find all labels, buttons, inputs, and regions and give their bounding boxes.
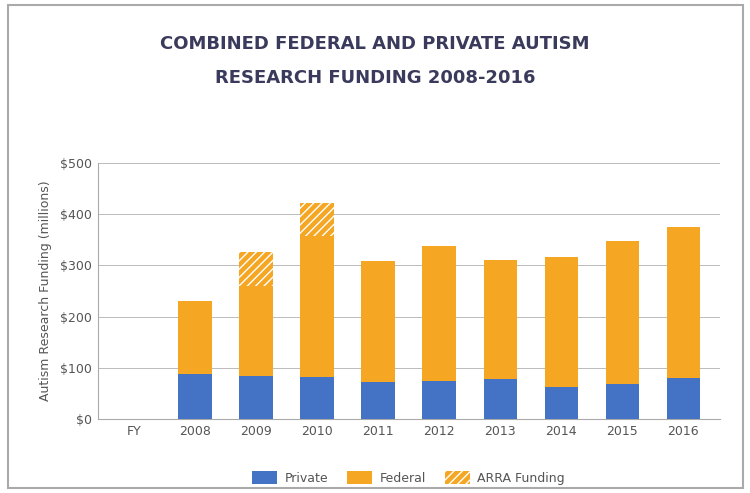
Bar [422, 246, 456, 381]
Bar [239, 286, 273, 376]
Bar [605, 384, 639, 419]
Text: RESEARCH FUNDING 2008-2016: RESEARCH FUNDING 2008-2016 [214, 69, 536, 87]
Bar [544, 257, 578, 387]
Bar [484, 379, 517, 419]
Bar [239, 252, 273, 286]
Bar [301, 377, 334, 419]
Bar [422, 381, 456, 419]
Legend: Private, Federal, ARRA Funding: Private, Federal, ARRA Funding [248, 466, 570, 490]
Bar [362, 382, 395, 419]
Bar [544, 387, 578, 419]
Bar [239, 376, 273, 419]
Bar [605, 241, 639, 384]
Bar [667, 227, 700, 378]
Bar [362, 261, 395, 382]
Bar [178, 374, 212, 419]
Bar [301, 203, 334, 236]
Bar [667, 378, 700, 419]
Text: COMBINED FEDERAL AND PRIVATE AUTISM: COMBINED FEDERAL AND PRIVATE AUTISM [160, 35, 590, 53]
Bar [178, 301, 212, 374]
Bar [301, 236, 334, 377]
Y-axis label: Autism Research Funding (millions): Autism Research Funding (millions) [38, 180, 52, 401]
Bar [484, 260, 517, 379]
